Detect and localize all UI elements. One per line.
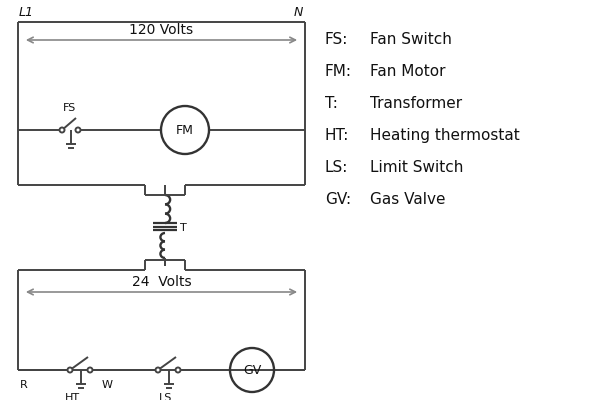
Circle shape: [156, 368, 160, 372]
Text: T: T: [180, 223, 187, 233]
Text: HT:: HT:: [325, 128, 349, 143]
Text: 120 Volts: 120 Volts: [129, 23, 194, 37]
Text: HT: HT: [64, 393, 80, 400]
Circle shape: [76, 128, 80, 132]
Text: GV:: GV:: [325, 192, 351, 207]
Text: T:: T:: [325, 96, 338, 111]
Circle shape: [175, 368, 181, 372]
Text: FS:: FS:: [325, 32, 348, 47]
Text: R: R: [20, 380, 28, 390]
Text: LS: LS: [159, 393, 173, 400]
Text: FS: FS: [63, 103, 76, 113]
Circle shape: [67, 368, 73, 372]
Text: FM: FM: [176, 124, 194, 136]
Text: L1: L1: [19, 6, 34, 19]
Circle shape: [87, 368, 93, 372]
Text: Fan Switch: Fan Switch: [370, 32, 452, 47]
Text: Transformer: Transformer: [370, 96, 462, 111]
Text: 24  Volts: 24 Volts: [132, 275, 191, 289]
Text: Heating thermostat: Heating thermostat: [370, 128, 520, 143]
Text: Fan Motor: Fan Motor: [370, 64, 445, 79]
Text: GV: GV: [243, 364, 261, 376]
Text: Limit Switch: Limit Switch: [370, 160, 463, 175]
Text: W: W: [102, 380, 113, 390]
Text: N: N: [294, 6, 303, 19]
Circle shape: [60, 128, 64, 132]
Text: FM:: FM:: [325, 64, 352, 79]
Text: LS:: LS:: [325, 160, 348, 175]
Text: Gas Valve: Gas Valve: [370, 192, 445, 207]
